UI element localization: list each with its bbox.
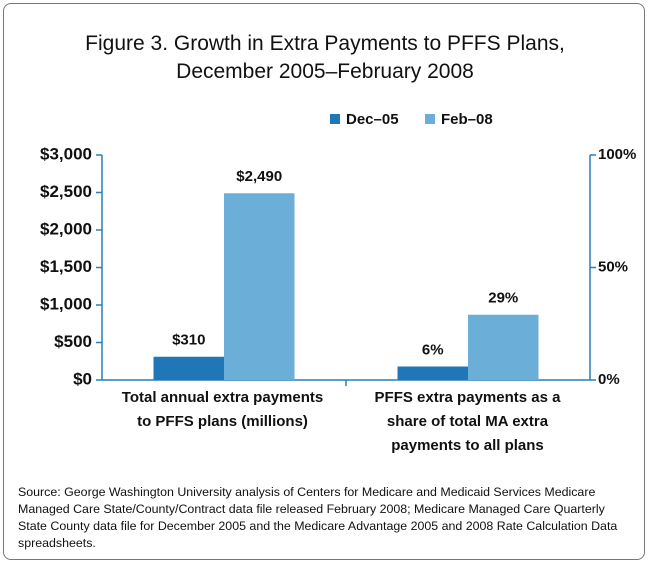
legend-swatch xyxy=(330,114,340,124)
bar xyxy=(468,314,539,380)
y-tick-label: $3,000 xyxy=(40,144,92,163)
legend-swatch xyxy=(425,114,435,124)
bar xyxy=(153,356,224,380)
bar xyxy=(397,366,468,380)
data-label: $310 xyxy=(172,332,205,349)
chart-title: Figure 3. Growth in Extra Payments to PF… xyxy=(85,32,565,83)
legend-label: Dec–05 xyxy=(346,111,399,128)
x-tick-label: PFFS extra payments as a share of total … xyxy=(374,389,561,454)
y-tick-label: $1,500 xyxy=(40,257,92,276)
frame xyxy=(3,3,645,560)
y2-tick-label: 0% xyxy=(598,371,620,388)
bar xyxy=(224,193,295,380)
y2-tick-label: 100% xyxy=(598,146,636,163)
y-tick-label: $2,500 xyxy=(40,182,92,201)
y-tick-label: $1,000 xyxy=(40,294,92,313)
data-label: 6% xyxy=(422,341,444,358)
x-tick-label: Total annual extra payments to PFFS plan… xyxy=(121,389,324,430)
source-note: Source: George Washington University ana… xyxy=(18,485,618,550)
y-tick-label: $2,000 xyxy=(40,219,92,238)
y-tick-label: $500 xyxy=(54,332,92,351)
data-label: 29% xyxy=(488,290,518,307)
data-label: $2,490 xyxy=(236,168,282,185)
legend-label: Feb–08 xyxy=(441,111,493,128)
y-tick-label: $0 xyxy=(73,369,92,388)
y2-tick-label: 50% xyxy=(598,258,628,275)
